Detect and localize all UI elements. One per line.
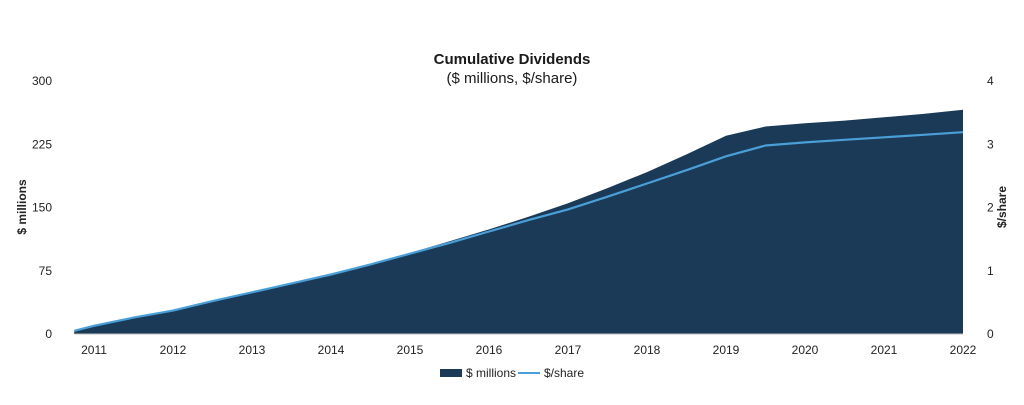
- x-tick-label: 2011: [81, 343, 107, 357]
- x-tick-label: 2019: [713, 343, 740, 357]
- left-tick-label: 225: [32, 137, 52, 151]
- left-tick-label: 0: [45, 327, 52, 341]
- legend: $ millions $/share: [440, 366, 584, 380]
- right-tick-label: 2: [987, 201, 994, 215]
- x-tick-label: 2015: [397, 343, 424, 357]
- left-tick-label: 75: [39, 264, 53, 278]
- left-tick-label: 150: [32, 201, 52, 215]
- legend-swatch-area: [440, 369, 462, 377]
- x-tick-label: 2014: [318, 343, 345, 357]
- chart-subtitle: ($ millions, $/share): [447, 70, 578, 87]
- plot-area: [74, 109, 964, 335]
- chart-title: Cumulative Dividends: [434, 51, 591, 68]
- right-axis-label: $/share: [995, 186, 1009, 228]
- x-tick-label: 2022: [950, 343, 977, 357]
- right-axis-ticks: 0 1 2 3 4: [987, 74, 994, 341]
- x-tick-label: 2017: [555, 343, 582, 357]
- x-tick-label: 2020: [792, 343, 819, 357]
- right-tick-label: 1: [987, 264, 994, 278]
- right-tick-label: 0: [987, 327, 994, 341]
- left-axis-label: $ millions: [15, 179, 29, 235]
- x-tick-label: 2013: [239, 343, 266, 357]
- x-tick-label: 2012: [160, 343, 187, 357]
- left-axis-ticks: 0 75 150 225 300: [32, 74, 52, 341]
- right-tick-label: 4: [987, 74, 994, 88]
- legend-label-area: $ millions: [466, 366, 516, 380]
- legend-label-line: $/share: [544, 366, 584, 380]
- x-axis-ticks: 2011 2012 2013 2014 2015 2016 2017 2018 2019 2020…: [81, 343, 977, 357]
- right-tick-label: 3: [987, 137, 994, 151]
- left-tick-label: 300: [32, 74, 52, 88]
- x-tick-label: 2021: [871, 343, 898, 357]
- x-tick-label: 2018: [634, 343, 661, 357]
- x-tick-label: 2016: [476, 343, 503, 357]
- series-line-per-share: [74, 131, 964, 332]
